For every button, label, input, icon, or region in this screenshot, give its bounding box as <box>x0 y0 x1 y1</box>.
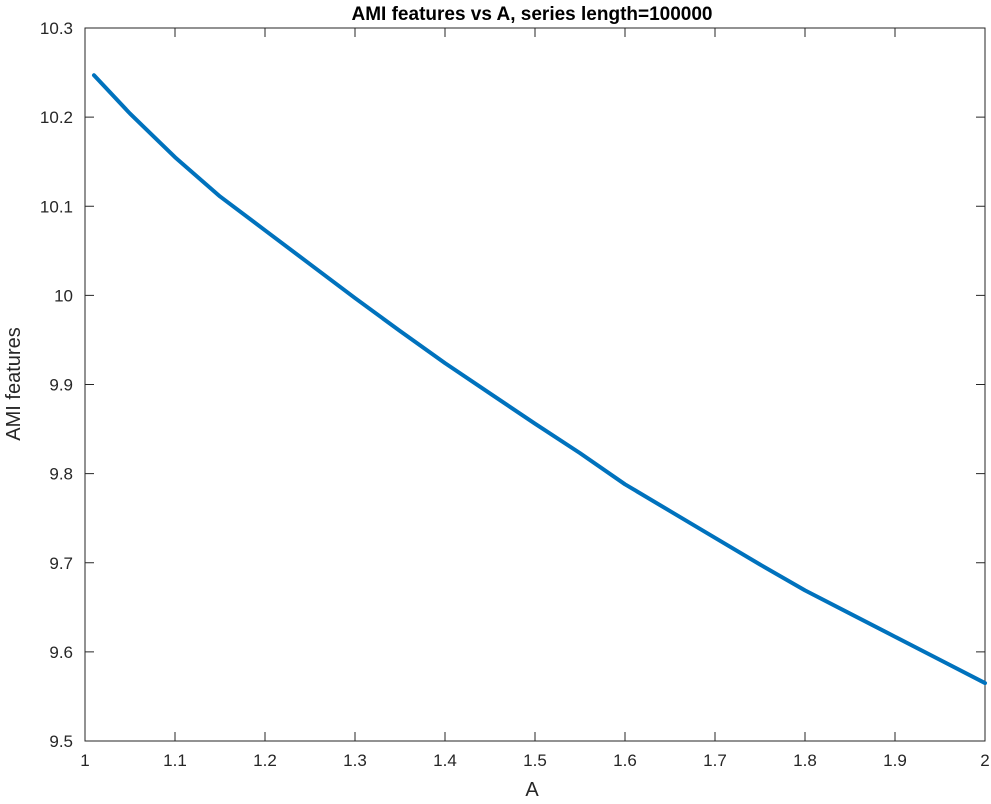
plot-area <box>84 27 986 742</box>
x-tick-label: 1.6 <box>613 751 637 770</box>
chart-title: AMI features vs A, series length=100000 <box>352 4 713 25</box>
y-axis-label: AMI features <box>3 327 25 440</box>
x-tick-label: 1 <box>80 751 89 770</box>
x-tick-label: 1.8 <box>793 751 817 770</box>
y-tick-label: 9.7 <box>49 554 73 573</box>
series-layer <box>92 73 987 686</box>
x-tick-label: 1.4 <box>433 751 457 770</box>
y-axis-ticks: 9.5 9.6 9.7 9.8 9.9 10 10.1 10.2 10.3 <box>40 19 985 751</box>
series-line-0 <box>92 73 987 686</box>
y-tick-label: 10.1 <box>40 197 73 216</box>
y-tick-label: 10 <box>54 286 73 305</box>
y-tick-label: 9.9 <box>49 376 73 395</box>
x-axis-label: A <box>525 779 539 799</box>
x-tick-label: 1.9 <box>883 751 907 770</box>
x-axis-ticks: 1 1.1 1.2 1.3 1.4 1.5 1.6 1.7 1.8 1.9 2 <box>80 28 990 770</box>
x-tick-label: 1.1 <box>163 751 187 770</box>
x-tick-label: 1.7 <box>703 751 727 770</box>
y-tick-label: 9.8 <box>49 465 73 484</box>
y-tick-label: 10.3 <box>40 19 73 38</box>
x-tick-label: 1.5 <box>523 751 547 770</box>
y-tick-label: 10.2 <box>40 108 73 127</box>
y-tick-label: 9.5 <box>49 732 73 751</box>
y-tick-label: 9.6 <box>49 643 73 662</box>
x-tick-label: 1.2 <box>253 751 277 770</box>
x-tick-label: 1.3 <box>343 751 367 770</box>
x-tick-label: 2 <box>980 751 989 770</box>
